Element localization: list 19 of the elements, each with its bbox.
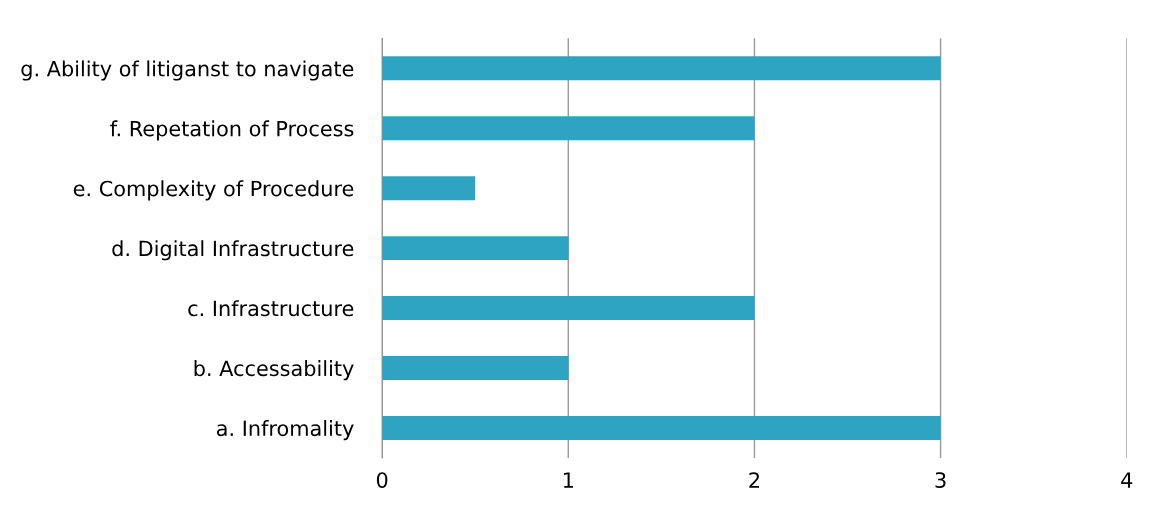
x-tick-label: 2 <box>749 472 759 488</box>
bar <box>382 116 755 141</box>
bar <box>382 296 755 321</box>
x-tick-label: 0 <box>376 472 388 488</box>
y-tick-label: b. Accessability <box>194 360 354 381</box>
x-tick-label: 3 <box>935 472 946 488</box>
y-tick-label: a. Infromality <box>216 420 354 441</box>
bar <box>382 176 476 201</box>
y-tick-label: d. Digital Infrastructure <box>112 240 354 261</box>
bar <box>382 56 941 81</box>
x-tick-label: 4 <box>1121 472 1133 488</box>
y-tick-label: e. Complexity of Procedure <box>73 180 354 201</box>
bar <box>382 415 941 440</box>
y-tick-label: c. Infrastructure <box>188 300 354 317</box>
y-tick-label: g. Ability of litiganst to navigate <box>21 60 354 81</box>
x-tick-label: 1 <box>563 472 573 488</box>
y-tick-label: f. Repetation of Process <box>110 120 354 141</box>
bar <box>382 356 569 380</box>
bar <box>382 236 569 261</box>
